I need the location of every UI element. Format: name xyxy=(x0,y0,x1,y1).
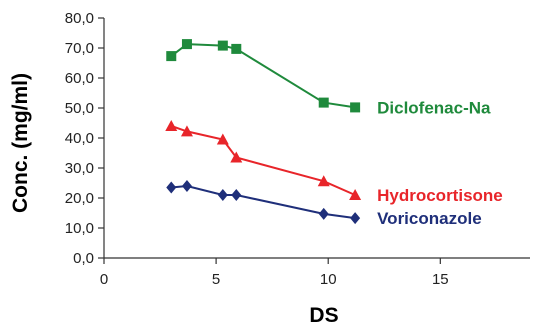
x-tick-label: 0 xyxy=(100,271,108,288)
y-tick-label: 40,0 xyxy=(65,130,94,147)
y-tick-label: 50,0 xyxy=(65,100,94,117)
data-point-square xyxy=(231,43,242,54)
data-point-triangle xyxy=(180,125,193,137)
y-tick-label: 20,0 xyxy=(65,190,94,207)
x-tick-label: 5 xyxy=(212,271,220,288)
data-point-square xyxy=(318,97,329,108)
series-label: Voriconazole xyxy=(377,209,482,228)
series-diclofenac-na: Diclofenac-Na xyxy=(166,39,491,117)
data-point-triangle xyxy=(216,133,229,145)
data-point-triangle xyxy=(317,175,330,187)
y-axis-title: Conc. (mg/ml) xyxy=(9,73,32,213)
data-point-triangle xyxy=(349,189,362,200)
x-tick-label: 15 xyxy=(432,271,449,288)
y-tick-label: 0,0 xyxy=(73,250,94,267)
y-axis: 0,0 10,0 20,0 30,0 40,0 50,0 60,0 70,0 80,0 xyxy=(65,10,105,267)
series-layer: Diclofenac-Na Hydrocortisone Voriconazole xyxy=(165,39,503,228)
data-point-square xyxy=(350,102,361,113)
series-voriconazole: Voriconazole xyxy=(166,180,482,228)
data-point-square xyxy=(166,51,177,62)
y-tick-label: 60,0 xyxy=(65,70,94,87)
data-point-triangle xyxy=(165,120,178,131)
data-point-diamond xyxy=(318,207,329,220)
x-axis-title: DS xyxy=(309,304,338,327)
data-point-triangle xyxy=(230,151,243,163)
data-point-square xyxy=(217,40,228,51)
y-tick-label: 80,0 xyxy=(65,10,94,27)
y-tick-label: 10,0 xyxy=(65,220,94,237)
y-tick-label: 30,0 xyxy=(65,160,94,177)
series-label: Hydrocortisone xyxy=(377,186,503,205)
x-axis: 0 5 10 15 xyxy=(100,257,530,288)
x-tick-label: 10 xyxy=(320,271,337,288)
series-label: Diclofenac-Na xyxy=(377,98,491,117)
data-point-diamond xyxy=(181,180,192,192)
data-point-square xyxy=(181,39,192,50)
series-hydrocortisone: Hydrocortisone xyxy=(165,120,503,205)
data-point-diamond xyxy=(217,189,228,201)
data-point-diamond xyxy=(231,189,242,201)
y-tick-label: 70,0 xyxy=(65,40,94,57)
data-point-diamond xyxy=(350,212,361,225)
data-point-diamond xyxy=(166,181,177,194)
